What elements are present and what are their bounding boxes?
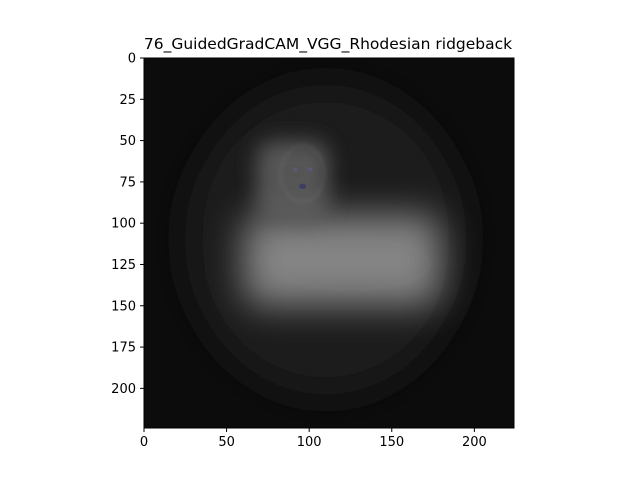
y-tick-label: 25 (119, 93, 136, 108)
x-axis: 0 50 100 150 200 (140, 428, 487, 450)
activation-region (256, 140, 329, 224)
dog-nose (299, 183, 307, 189)
subject-dog-body (271, 239, 430, 290)
x-tick-label: 150 (379, 435, 404, 450)
y-tick-label: 50 (119, 134, 136, 149)
x-tick-label: 50 (218, 435, 235, 450)
y-tick-label: 75 (119, 175, 136, 190)
dog-eye-right (307, 167, 313, 172)
y-tick-label: 125 (111, 258, 136, 273)
y-tick-label: 150 (111, 299, 136, 314)
subject-dog-head (280, 145, 325, 203)
x-tick-label: 200 (462, 435, 487, 450)
y-tick-label: 175 (111, 341, 136, 356)
x-tick-label: 100 (297, 435, 322, 450)
x-tick-label: 0 (140, 435, 148, 450)
y-tick-label: 0 (128, 52, 136, 67)
dog-eye-left (292, 167, 298, 172)
y-tick-label: 100 (111, 217, 136, 232)
y-tick-label: 200 (111, 382, 136, 397)
y-axis: 0 25 50 75 100 125 150 175 200 (111, 52, 144, 397)
chart-title: 76_GuidedGradCAM_VGG_Rhodesian ridgeback (144, 35, 512, 54)
heatmap-image (144, 58, 514, 428)
activation-region (243, 214, 442, 306)
axes-frame (143, 57, 515, 429)
